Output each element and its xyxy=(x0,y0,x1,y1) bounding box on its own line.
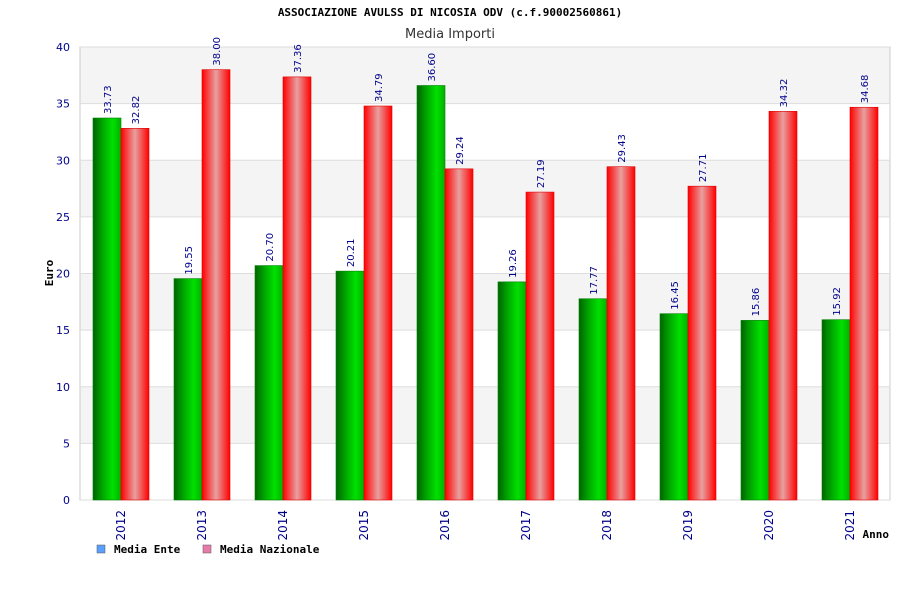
plot-band xyxy=(80,216,890,274)
value-label: 38.00 xyxy=(212,37,223,66)
bar-media-nazionale-2021 xyxy=(849,106,879,501)
plot-band xyxy=(80,47,890,104)
value-labels: 33.73 32.82 19.55 38.00 20.70 37.36 20.21 34.79… xyxy=(103,37,871,316)
legend-label-media-ente: Media Ente xyxy=(114,543,181,556)
x-tick-label: 2019 xyxy=(681,510,695,541)
x-axis-ticks: 2012 2013 2014 2015 2016 2017 2018 2019 2020 2021 xyxy=(114,510,857,541)
legend: Media Ente Media Nazionale xyxy=(96,543,320,556)
bar-media-ente-2015 xyxy=(335,270,365,501)
value-label: 36.60 xyxy=(427,53,438,82)
legend-swatch-media-ente xyxy=(96,544,106,554)
value-label: 34.79 xyxy=(374,73,385,102)
bar-media-ente-2019 xyxy=(659,313,689,501)
value-label: 20.70 xyxy=(265,233,276,262)
bars xyxy=(92,69,879,501)
chart-title: ASSOCIAZIONE AVULSS DI NICOSIA ODV (c.f.… xyxy=(278,6,622,19)
bar-media-ente-2018 xyxy=(578,298,608,501)
bar-media-nazionale-2016 xyxy=(444,168,474,501)
value-label: 16.45 xyxy=(670,281,681,310)
bar-media-ente-2012 xyxy=(92,117,122,501)
y-axis-ticks: 0 5 10 15 20 25 30 35 40 xyxy=(56,41,70,507)
x-tick-label: 2018 xyxy=(600,510,614,541)
bar-media-nazionale-2013 xyxy=(201,69,231,501)
bar-media-ente-2021 xyxy=(821,319,851,501)
y-tick-label: 25 xyxy=(56,211,70,224)
plot-band xyxy=(80,160,890,217)
y-tick-label: 30 xyxy=(56,154,70,167)
plot-band xyxy=(80,103,890,161)
y-tick-label: 10 xyxy=(56,381,70,394)
bar-media-ente-2013 xyxy=(173,278,203,501)
value-label: 33.73 xyxy=(103,85,114,114)
chart-subtitle: Media Importi xyxy=(405,27,495,42)
value-label: 34.32 xyxy=(779,79,790,108)
bar-media-ente-2014 xyxy=(254,265,284,501)
y-tick-label: 20 xyxy=(56,268,70,281)
x-tick-label: 2015 xyxy=(357,510,371,541)
y-axis-label: Euro xyxy=(43,259,56,286)
bar-media-nazionale-2014 xyxy=(282,76,312,501)
bar-media-nazionale-2020 xyxy=(768,111,798,501)
x-tick-label: 2013 xyxy=(195,510,209,541)
x-tick-label: 2012 xyxy=(114,510,128,541)
bar-media-ente-2020 xyxy=(740,320,770,501)
value-label: 17.77 xyxy=(589,266,600,295)
bar-media-ente-2017 xyxy=(497,281,527,501)
bar-media-nazionale-2017 xyxy=(525,191,555,501)
y-tick-label: 5 xyxy=(63,437,70,450)
y-tick-label: 15 xyxy=(56,324,70,337)
value-label: 34.68 xyxy=(860,75,871,104)
bar-media-ente-2016 xyxy=(416,85,446,501)
legend-swatch-media-nazionale xyxy=(202,544,212,554)
bar-media-nazionale-2012 xyxy=(120,128,150,501)
bar-media-nazionale-2019 xyxy=(687,185,717,501)
y-tick-label: 35 xyxy=(56,98,70,111)
value-label: 29.24 xyxy=(455,136,466,165)
bar-media-nazionale-2018 xyxy=(606,166,636,501)
value-label: 20.21 xyxy=(346,238,357,267)
x-tick-label: 2020 xyxy=(762,510,776,541)
value-label: 15.86 xyxy=(751,288,762,317)
value-label: 37.36 xyxy=(293,44,304,73)
y-tick-label: 0 xyxy=(63,494,70,507)
y-tick-label: 40 xyxy=(56,41,70,54)
x-tick-label: 2016 xyxy=(438,510,452,541)
value-label: 19.26 xyxy=(508,249,519,278)
value-label: 29.43 xyxy=(617,134,628,163)
legend-label-media-nazionale: Media Nazionale xyxy=(220,543,320,556)
value-label: 15.92 xyxy=(832,287,843,316)
value-label: 19.55 xyxy=(184,246,195,275)
value-label: 32.82 xyxy=(131,96,142,125)
value-label: 27.19 xyxy=(536,159,547,188)
x-axis-label: Anno xyxy=(863,528,890,541)
x-tick-label: 2021 xyxy=(843,510,857,541)
x-tick-label: 2014 xyxy=(276,510,290,541)
bar-media-nazionale-2015 xyxy=(363,105,393,501)
value-label: 27.71 xyxy=(698,154,709,183)
x-tick-label: 2017 xyxy=(519,510,533,541)
